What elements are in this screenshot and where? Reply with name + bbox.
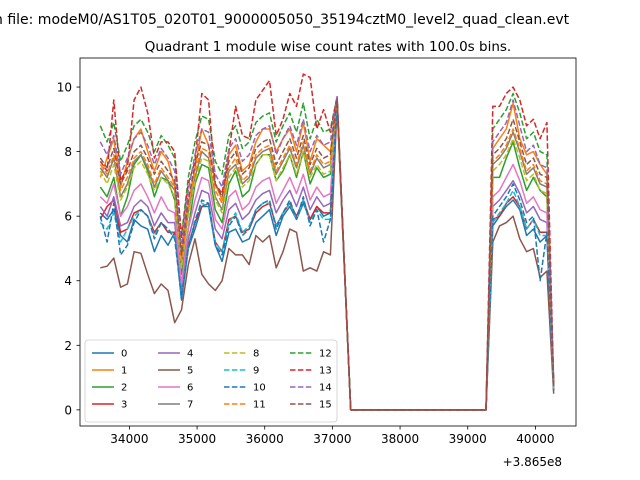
y-tick-label: 8 [64, 145, 72, 159]
series-line-13 [99, 73, 555, 411]
series-line-8 [99, 99, 555, 411]
legend-label: 6 [187, 383, 193, 394]
y-tick-label: 6 [64, 210, 72, 224]
series-line-14 [99, 95, 555, 411]
legend-label: 3 [121, 400, 127, 411]
legend-label: 14 [319, 383, 332, 394]
series-line-11 [99, 99, 555, 411]
legend-label: 2 [121, 383, 127, 394]
legend-label: 7 [187, 400, 193, 411]
x-tick-label: 39000 [449, 432, 487, 446]
legend-label: 13 [319, 366, 332, 377]
x-axis-offset-label: +3.865e8 [503, 455, 562, 469]
legend-label: 1 [121, 366, 127, 377]
x-tick-label: 40000 [516, 432, 554, 446]
x-tick-label: 37000 [313, 432, 351, 446]
legend-label: 9 [253, 366, 259, 377]
series-line-1 [99, 99, 555, 411]
series-layer [99, 73, 555, 411]
series-line-7 [99, 99, 555, 411]
y-axis: 0 2 4 6 8 10 [57, 81, 80, 417]
x-tick-label: 35000 [178, 432, 216, 446]
x-tick-label: 36000 [246, 432, 284, 446]
legend-frame [84, 339, 338, 423]
series-line-4 [99, 99, 555, 411]
legend-label: 8 [253, 349, 259, 360]
x-tick-label: 34000 [110, 432, 148, 446]
y-tick-label: 0 [64, 403, 72, 417]
y-tick-label: 10 [57, 81, 72, 95]
legend-label: 0 [121, 349, 127, 360]
legend-label: 4 [187, 349, 193, 360]
legend-label: 15 [319, 400, 332, 411]
series-line-3 [99, 99, 555, 411]
x-axis: 34000 35000 36000 37000 38000 39000 40000 [110, 426, 554, 446]
series-line-9 [99, 99, 555, 411]
y-tick-label: 2 [64, 339, 72, 353]
legend-label: 11 [253, 400, 266, 411]
x-tick-label: 38000 [381, 432, 419, 446]
y-tick-label: 4 [64, 274, 72, 288]
series-line-6 [99, 99, 555, 411]
legend-label: 12 [319, 349, 332, 360]
axes-frame [79, 57, 577, 427]
series-line-15 [99, 99, 555, 411]
chart-title: Quadrant 1 module wise count rates with … [145, 39, 511, 55]
legend-label: 10 [253, 383, 266, 394]
series-line-10 [99, 99, 555, 411]
series-line-5 [100, 105, 555, 411]
legend-label: 5 [187, 366, 193, 377]
figure-suptitle: n file: modeM0/AS1T05_020T01_9000005050_… [0, 12, 570, 28]
plot-area: 34000 35000 36000 37000 38000 39000 40000 0 2 4 6… [57, 57, 577, 469]
